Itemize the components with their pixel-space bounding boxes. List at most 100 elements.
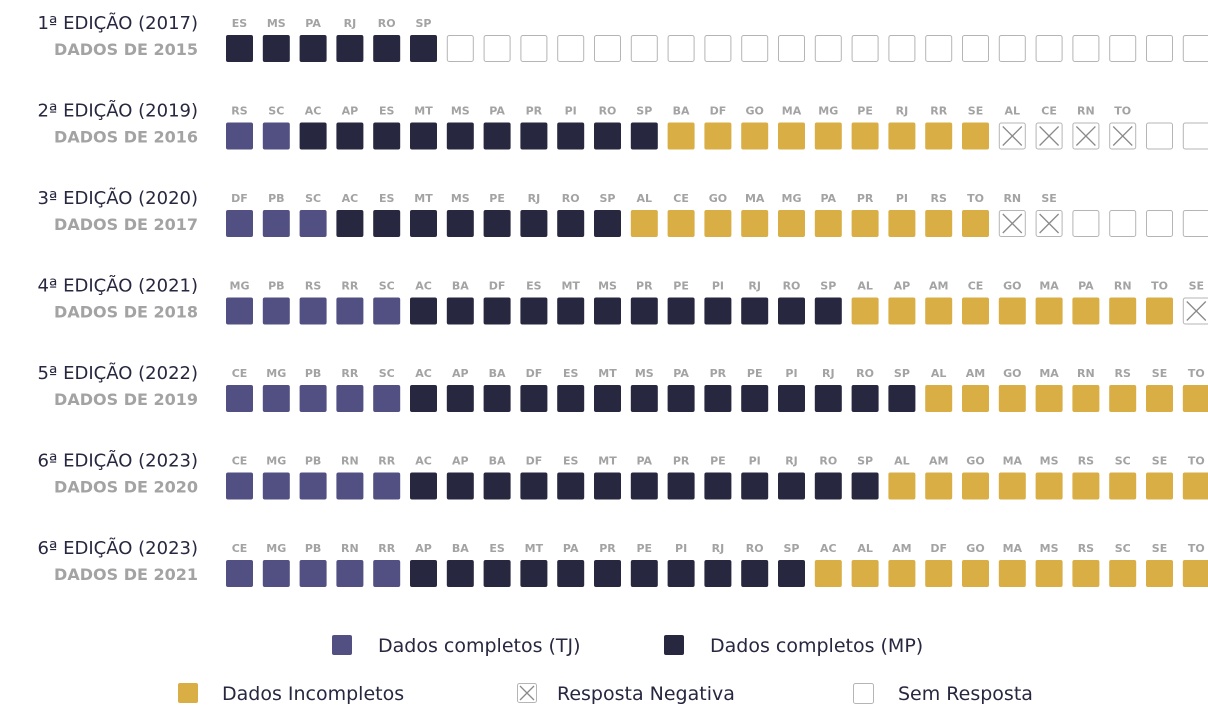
state-label: PE xyxy=(857,105,873,118)
state-label: TO xyxy=(1151,280,1168,293)
state-label: PI xyxy=(785,367,797,380)
state-label: RR xyxy=(930,105,947,118)
state-cell xyxy=(1072,385,1100,412)
state-label: AC xyxy=(415,455,432,468)
empty-cell xyxy=(1109,35,1137,62)
state-label: GO xyxy=(709,192,727,205)
cross xyxy=(1002,213,1023,234)
empty-cell xyxy=(741,35,769,62)
empty-cell xyxy=(1182,210,1208,237)
state-label: GO xyxy=(1003,280,1021,293)
state-label: SE xyxy=(1041,192,1056,205)
state-cell xyxy=(594,560,621,587)
state-label: AM xyxy=(929,455,948,468)
state-label: SP xyxy=(820,280,836,293)
state-cell xyxy=(851,472,879,500)
state-cell xyxy=(851,385,879,412)
empty-cell xyxy=(814,35,842,62)
empty-cell xyxy=(1146,35,1173,62)
state-label: GO xyxy=(966,455,984,468)
state-label: MS xyxy=(635,367,654,380)
state-label: GO xyxy=(746,105,764,118)
state-label: RR xyxy=(378,542,395,555)
state-label: PI xyxy=(565,105,577,118)
state-cell xyxy=(630,122,658,150)
state-label: MG xyxy=(266,542,286,555)
state-cell xyxy=(667,297,695,325)
state-label: PR xyxy=(636,280,653,293)
state-cell xyxy=(373,385,401,412)
state-cell xyxy=(667,210,695,237)
state-cell xyxy=(446,385,474,412)
state-cell xyxy=(410,472,437,500)
state-cell xyxy=(630,472,658,500)
state-label: AC xyxy=(415,367,432,380)
cross xyxy=(1075,126,1096,146)
legend-swatch xyxy=(332,635,352,655)
state-cell xyxy=(888,385,916,412)
state-cell xyxy=(262,297,290,325)
state-cell xyxy=(778,122,805,150)
cross xyxy=(1039,213,1060,234)
empty-cell xyxy=(925,35,953,62)
state-cell xyxy=(704,385,732,412)
state-cell xyxy=(814,560,842,587)
state-cell xyxy=(1109,560,1137,587)
state-cell xyxy=(1182,385,1208,412)
state-cell xyxy=(704,297,732,325)
empty-cell xyxy=(446,35,474,62)
state-label: RS xyxy=(930,192,946,205)
state-cell xyxy=(778,297,805,325)
state-label: CE xyxy=(232,542,248,555)
state-label: MA xyxy=(745,192,765,205)
state-label: AP xyxy=(342,105,359,118)
state-cell xyxy=(741,385,769,412)
state-label: DF xyxy=(489,280,506,293)
state-label: RJ xyxy=(785,455,798,468)
state-cell xyxy=(851,297,879,325)
state-label: PI xyxy=(675,542,687,555)
state-cell xyxy=(778,385,805,412)
state-label: ES xyxy=(232,17,248,30)
state-cell xyxy=(299,560,327,587)
state-label: SE xyxy=(1152,542,1167,555)
state-cell xyxy=(1109,472,1137,500)
state-label: RN xyxy=(1077,367,1095,380)
state-cell xyxy=(1035,385,1063,412)
empty-cell xyxy=(1072,210,1100,237)
state-label: MA xyxy=(1003,455,1023,468)
state-label: RS xyxy=(1114,367,1130,380)
cross xyxy=(1186,301,1207,321)
state-cell xyxy=(962,210,989,237)
state-cell xyxy=(336,210,364,237)
state-label: PE xyxy=(747,367,763,380)
state-label: AP xyxy=(415,542,432,555)
state-cell xyxy=(299,297,327,325)
state-label: PB xyxy=(305,542,321,555)
state-cell xyxy=(704,472,732,500)
state-cell xyxy=(557,297,585,325)
state-label: RS xyxy=(1078,542,1094,555)
state-cell xyxy=(483,472,511,500)
legend-swatch xyxy=(664,635,684,655)
edition-label: 3ª EDIÇÃO (2020) xyxy=(37,187,198,209)
state-label: AC xyxy=(305,105,322,118)
state-label: AL xyxy=(931,367,947,380)
state-cell xyxy=(1182,472,1208,500)
state-label: MG xyxy=(782,192,802,205)
state-cell xyxy=(851,210,879,237)
state-cell xyxy=(1035,560,1063,587)
state-cell xyxy=(630,297,658,325)
state-cell xyxy=(520,472,548,500)
state-label: MS xyxy=(1040,542,1059,555)
state-cell xyxy=(410,210,437,237)
state-label: PR xyxy=(526,105,543,118)
state-cell xyxy=(262,35,290,62)
state-cell xyxy=(667,385,695,412)
data-year-label: DADOS DE 2018 xyxy=(54,303,198,322)
state-label: PB xyxy=(268,280,284,293)
state-cell xyxy=(410,560,437,587)
state-label: SP xyxy=(857,455,873,468)
state-label: RO xyxy=(783,280,801,293)
state-label: AL xyxy=(637,192,653,205)
